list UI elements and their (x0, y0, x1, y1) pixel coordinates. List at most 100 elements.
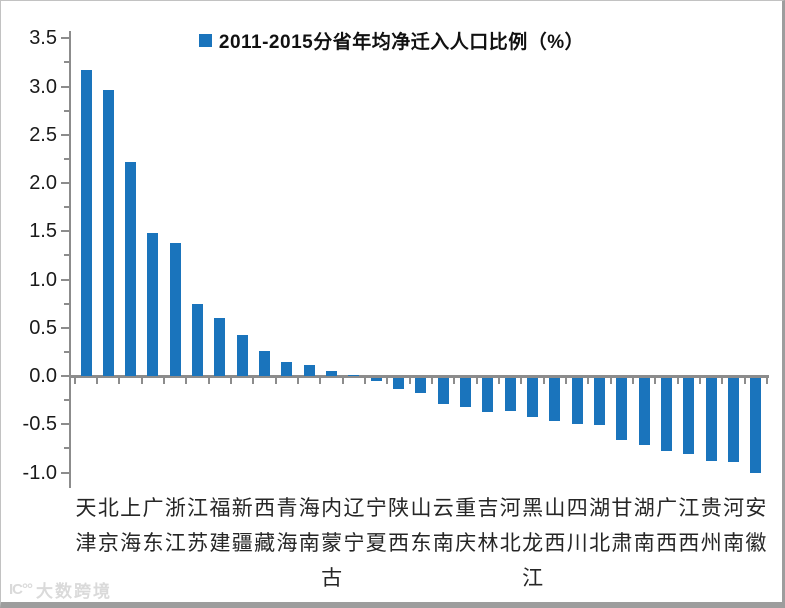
bar (549, 378, 561, 422)
bar (236, 335, 248, 376)
bar (303, 365, 315, 376)
x-axis-category-tick (743, 378, 746, 384)
bar (80, 70, 92, 376)
bar (683, 378, 695, 455)
bar (750, 378, 762, 474)
x-axis-category-tick (185, 378, 188, 384)
x-axis-category-tick (341, 378, 344, 384)
x-axis-label: 甘 肃 (611, 497, 633, 555)
y-axis-tick-label: 0.5 (29, 316, 57, 339)
legend-label: 2011-2015分省年均净迁入人口比例（%） (218, 32, 585, 53)
bar (281, 362, 293, 376)
bar (259, 350, 271, 376)
x-axis-category-tick (699, 378, 702, 384)
x-axis-category-tick (587, 378, 590, 384)
x-axis-label: 山 西 (544, 497, 566, 555)
watermark: IC°° 大数跨境 (9, 577, 112, 602)
bar (214, 318, 226, 376)
x-axis-label: 山 东 (410, 497, 432, 555)
y-axis-minor-tick (64, 109, 69, 112)
bar (147, 233, 159, 376)
y-axis-major-tick (61, 375, 69, 377)
x-axis-category-tick (453, 378, 456, 384)
y-axis-minor-tick (64, 447, 69, 450)
x-axis-label: 辽 宁 (343, 497, 365, 555)
bar (192, 303, 204, 376)
x-axis-category-tick (319, 378, 322, 384)
bar (437, 378, 449, 404)
x-axis-label: 内 蒙 古 (321, 497, 343, 590)
x-axis-label: 安 徽 (745, 497, 767, 555)
x-axis-label: 北 京 (97, 497, 119, 555)
x-axis-label: 四 川 (566, 497, 588, 555)
y-axis-major-tick (61, 182, 69, 184)
x-axis-category-tick (364, 378, 367, 384)
x-axis-category-tick (118, 378, 121, 384)
x-axis-label: 海 南 (298, 497, 320, 555)
bar (705, 378, 717, 461)
x-axis-category-tick (386, 378, 389, 384)
y-axis-major-tick (61, 37, 69, 40)
bar (594, 378, 606, 426)
x-axis-category-tick (520, 378, 523, 384)
bar (482, 378, 494, 412)
x-axis-label: 重 庆 (455, 497, 477, 555)
bar (125, 161, 137, 376)
x-axis-category-tick (274, 378, 277, 384)
y-axis-major-tick (61, 326, 69, 329)
x-axis-category-tick (654, 378, 657, 384)
x-axis-category-tick (297, 378, 300, 384)
y-axis-minor-tick (64, 61, 69, 64)
x-axis-category-tick (230, 378, 233, 384)
x-axis-line (69, 375, 769, 378)
bar (638, 378, 650, 446)
watermark-text: 大数跨境 (36, 582, 112, 601)
x-axis-category-tick (766, 378, 769, 384)
x-axis-label: 湖 南 (633, 497, 655, 555)
y-axis-major-tick (61, 423, 69, 426)
x-axis-category-tick (163, 378, 166, 384)
x-axis-label: 河 南 (723, 497, 745, 555)
bar (326, 371, 338, 376)
x-axis-category-tick (73, 378, 76, 384)
y-axis-minor-tick (64, 350, 69, 353)
x-axis-label: 宁 夏 (365, 497, 387, 555)
y-axis-tick-label: 3.0 (29, 75, 57, 98)
x-axis-category-tick (609, 378, 612, 384)
chart-legend: 2011-2015分省年均净迁入人口比例（%） (1, 27, 782, 54)
x-axis-label: 广 东 (142, 497, 164, 555)
bar (169, 242, 181, 376)
y-axis-tick-label: -1.0 (22, 461, 57, 484)
x-axis-label: 新 疆 (231, 497, 253, 555)
x-axis-label: 河 北 (499, 497, 521, 555)
y-axis-minor-tick (64, 206, 69, 209)
x-axis-label: 云 南 (432, 497, 454, 555)
x-axis-label: 广 西 (656, 497, 678, 555)
bar (571, 378, 583, 425)
y-axis-line (69, 31, 71, 488)
bar (661, 378, 673, 452)
x-axis-label: 陕 西 (388, 497, 410, 555)
x-axis-label: 天 津 (75, 497, 97, 555)
x-axis-label: 黑 龙 江 (522, 497, 544, 590)
bar (504, 378, 516, 411)
x-axis-category-tick (565, 378, 568, 384)
x-axis-label: 贵 州 (700, 497, 722, 555)
x-axis-category-tick (475, 378, 478, 384)
x-axis-category-tick (207, 378, 210, 384)
x-axis-category-tick (252, 378, 255, 384)
bar (348, 375, 360, 377)
x-axis-label: 江 苏 (187, 497, 209, 555)
y-axis-tick-label: -0.5 (22, 413, 57, 436)
x-axis-category-tick (96, 378, 99, 384)
y-axis-minor-tick (64, 399, 69, 402)
x-axis-category-tick (676, 378, 679, 384)
y-axis-major-tick (61, 278, 69, 281)
bar (370, 378, 382, 381)
x-axis-label: 浙 江 (164, 497, 186, 555)
x-axis-label: 福 建 (209, 497, 231, 555)
bar (616, 378, 628, 440)
y-axis-tick-label: 2.5 (29, 123, 57, 146)
y-axis-tick-label: 1.5 (29, 220, 57, 243)
